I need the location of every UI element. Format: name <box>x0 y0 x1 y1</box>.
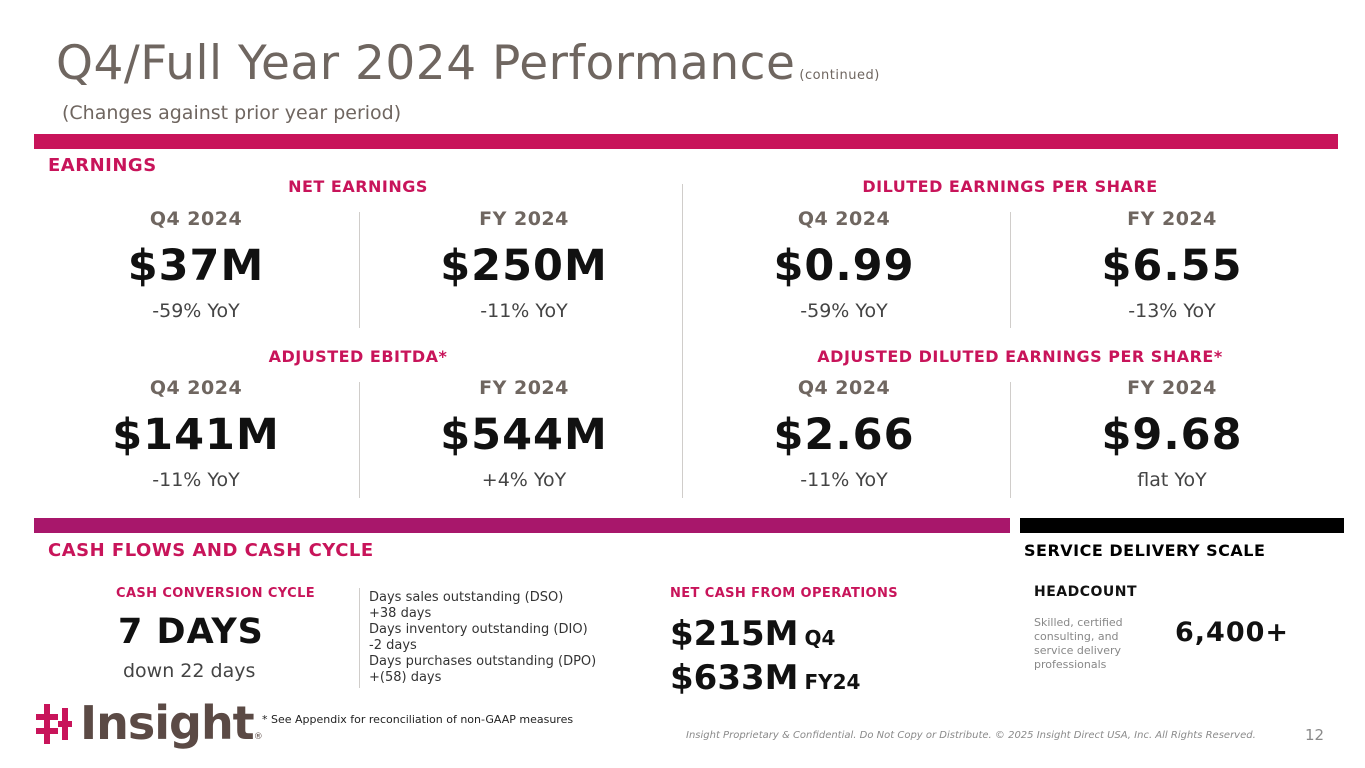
yoy-change: flat YoY <box>1137 469 1207 491</box>
net-earnings-label: NET EARNINGS <box>288 177 428 196</box>
yoy-change: -13% YoY <box>1128 300 1216 322</box>
net-cash-ops-label: NET CASH FROM OPERATIONS <box>670 586 899 601</box>
registered-mark: ® <box>253 732 263 742</box>
yoy-change: -59% YoY <box>152 300 240 322</box>
metric-value: $544M <box>440 410 608 460</box>
period-label: Q4 2024 <box>797 208 891 230</box>
metric-value: $9.68 <box>1101 410 1243 460</box>
detail-line: +(58) days <box>369 670 442 685</box>
period-label: FY 2024 <box>1127 377 1217 399</box>
adjusted-ebitda-label: ADJUSTED EBITDA* <box>268 347 448 366</box>
period-label: Q4 2024 <box>149 377 243 399</box>
period-label: FY 2024 <box>479 208 569 230</box>
detail-line: Days purchases outstanding (DPO) <box>369 654 597 669</box>
top-divider-bar <box>34 134 1338 149</box>
cash-divider-bar <box>34 518 1010 533</box>
earnings-section-label: EARNINGS <box>48 155 157 176</box>
insight-logo: Insight® <box>80 696 263 750</box>
net-cash-fy-value: $633M <box>670 658 799 698</box>
detail-line: -2 days <box>369 638 417 653</box>
yoy-change: -59% YoY <box>800 300 888 322</box>
headcount-value: 6,400+ <box>1175 617 1290 648</box>
net-cash-q4: $215M Q4 <box>670 612 835 660</box>
diluted-eps-q4: Q4 2024 $0.99 -59% YoY <box>734 208 954 322</box>
ccc-details: Days sales outstanding (DSO) +38 days Da… <box>369 590 596 686</box>
net-cash-fy: $633M FY24 <box>670 656 860 704</box>
cash-section-label: CASH FLOWS AND CASH CYCLE <box>48 540 374 561</box>
ccc-divider <box>359 588 360 688</box>
page-number: 12 <box>1305 726 1325 744</box>
insight-logo-mark-icon <box>36 702 76 746</box>
metric-value: $250M <box>440 241 608 291</box>
detail-line: Days inventory outstanding (DIO) <box>369 622 588 637</box>
page-subtitle: (Changes against prior year period) <box>62 102 402 124</box>
adjusted-ebitda-fy: FY 2024 $544M +4% YoY <box>414 377 634 491</box>
period-label: Q4 2024 <box>797 377 891 399</box>
logo-text: Insight <box>80 696 255 750</box>
metric-value: $6.55 <box>1101 241 1243 291</box>
center-divider <box>682 184 683 498</box>
column-divider <box>359 382 360 498</box>
metric-value: $0.99 <box>773 241 915 291</box>
net-cash-fy-tag: FY24 <box>804 670 861 694</box>
detail-line: +38 days <box>369 606 432 621</box>
period-label: FY 2024 <box>1127 208 1217 230</box>
adjusted-diluted-eps-fy: FY 2024 $9.68 flat YoY <box>1062 377 1282 491</box>
service-section-label: SERVICE DELIVERY SCALE <box>1024 541 1266 560</box>
net-cash-q4-value: $215M <box>670 614 799 654</box>
footnote: * See Appendix for reconciliation of non… <box>262 713 574 726</box>
yoy-change: +4% YoY <box>481 469 567 491</box>
ccc-change: down 22 days <box>123 660 256 682</box>
adjusted-ebitda-q4: Q4 2024 $141M -11% YoY <box>86 377 306 491</box>
metric-value: $37M <box>127 241 265 291</box>
yoy-change: -11% YoY <box>152 469 240 491</box>
diluted-eps-label: DILUTED EARNINGS PER SHARE <box>862 177 1158 196</box>
headcount-description: Skilled, certified consulting, and servi… <box>1034 616 1123 671</box>
ccc-label: CASH CONVERSION CYCLE <box>116 586 316 601</box>
page-title-text: Q4/Full Year 2024 Performance <box>56 36 796 91</box>
yoy-change: -11% YoY <box>480 300 568 322</box>
column-divider <box>1010 212 1011 328</box>
period-label: FY 2024 <box>479 377 569 399</box>
yoy-change: -11% YoY <box>800 469 888 491</box>
ccc-value: 7 DAYS <box>118 612 264 652</box>
detail-line: Days sales outstanding (DSO) <box>369 590 564 605</box>
net-cash-q4-tag: Q4 <box>804 626 836 650</box>
net-earnings-q4: Q4 2024 $37M -59% YoY <box>86 208 306 322</box>
column-divider <box>1010 382 1011 498</box>
adjusted-diluted-eps-q4: Q4 2024 $2.66 -11% YoY <box>734 377 954 491</box>
period-label: Q4 2024 <box>149 208 243 230</box>
page-title-note: (continued) <box>799 68 880 83</box>
page-title: Q4/Full Year 2024 Performance (continued) <box>56 36 880 91</box>
metric-value: $2.66 <box>773 410 915 460</box>
service-divider-bar <box>1020 518 1344 533</box>
column-divider <box>359 212 360 328</box>
metric-value: $141M <box>112 410 280 460</box>
adjusted-diluted-eps-label: ADJUSTED DILUTED EARNINGS PER SHARE* <box>817 347 1223 366</box>
diluted-eps-fy: FY 2024 $6.55 -13% YoY <box>1062 208 1282 322</box>
headcount-label: HEADCOUNT <box>1034 584 1138 600</box>
net-earnings-fy: FY 2024 $250M -11% YoY <box>414 208 634 322</box>
legal-notice: Insight Proprietary & Confidential. Do N… <box>686 730 1256 741</box>
